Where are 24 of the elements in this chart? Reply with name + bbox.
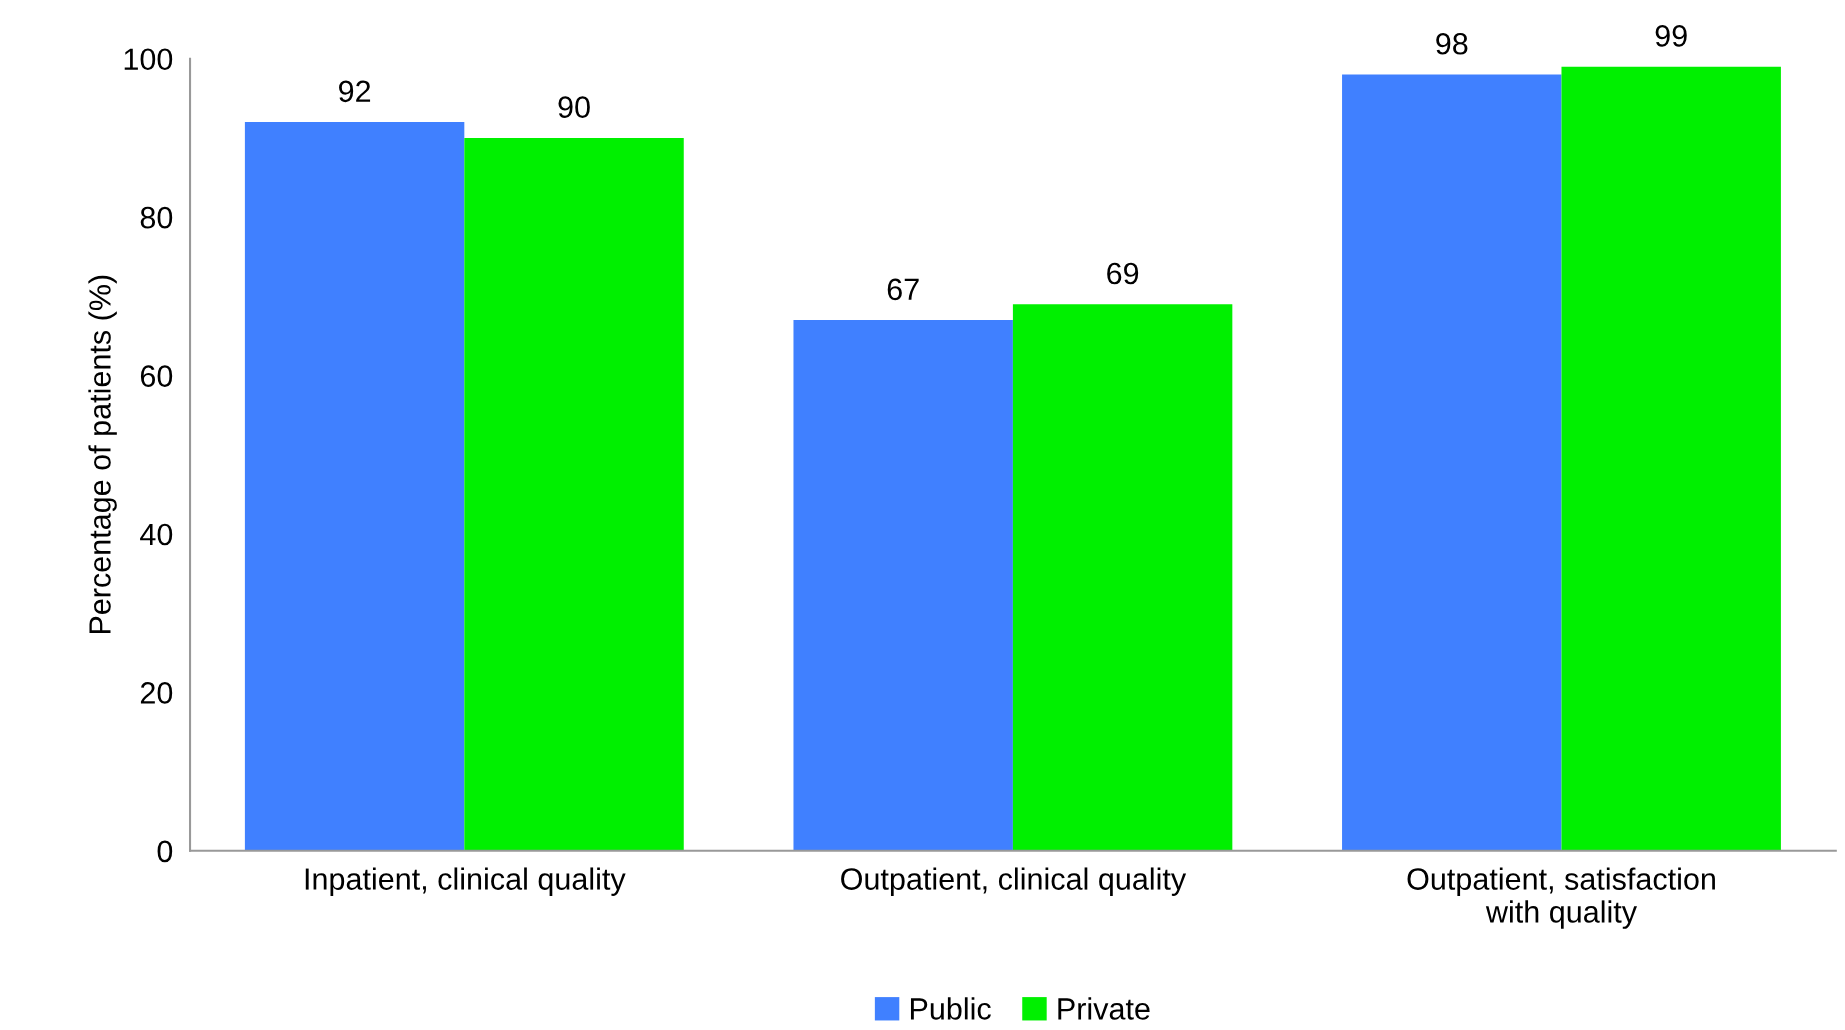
- y-tick-label: 0: [157, 840, 173, 863]
- bar: [244, 122, 465, 851]
- data-label: 90: [558, 96, 590, 118]
- data-label: 99: [1655, 25, 1687, 47]
- bar: [1012, 304, 1233, 851]
- bar: [464, 137, 684, 851]
- bar: [1561, 66, 1781, 851]
- y-tick-label: 100: [124, 48, 173, 71]
- legend-label: Private: [1058, 997, 1150, 1020]
- data-label: 92: [339, 80, 371, 103]
- x-tick-label: Outpatient, clinical quality: [841, 867, 1187, 896]
- y-tick-label: 20: [140, 682, 173, 704]
- y-tick-label: 60: [140, 365, 173, 387]
- bar: [1342, 74, 1562, 851]
- y-axis-title: Percentage of patients (%): [88, 275, 117, 634]
- legend-label: Public: [910, 997, 991, 1020]
- data-label: 98: [1436, 32, 1468, 55]
- y-tick-label: 40: [140, 523, 173, 546]
- data-label: 69: [1107, 262, 1139, 285]
- y-tick-label: 80: [140, 206, 173, 229]
- x-tick-label: Outpatient, satisfaction with quality: [1407, 867, 1715, 929]
- x-tick-label: Inpatient, clinical quality: [305, 867, 626, 896]
- bar: [793, 320, 1013, 851]
- data-label: 67: [887, 278, 919, 301]
